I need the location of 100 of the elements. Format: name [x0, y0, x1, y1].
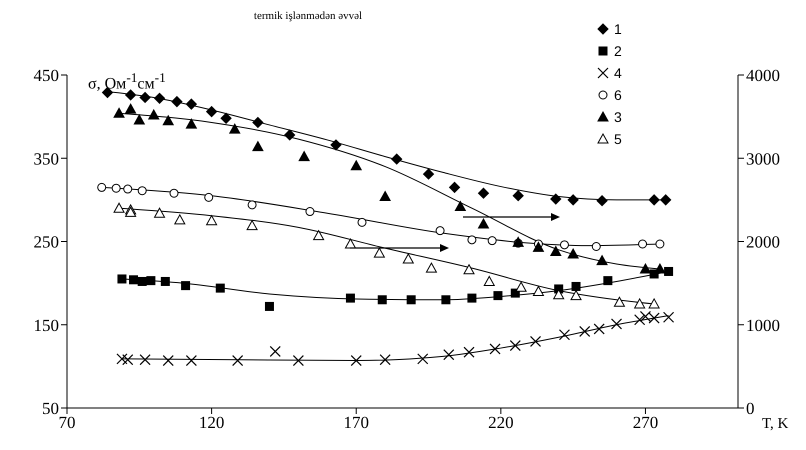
point: [216, 284, 225, 293]
point: [264, 302, 274, 311]
point: [572, 282, 581, 291]
point: [648, 298, 660, 308]
point: [146, 276, 156, 286]
point: [117, 274, 126, 284]
point: [186, 118, 197, 129]
point: [417, 353, 428, 364]
point: [380, 354, 391, 366]
point: [346, 294, 355, 303]
point: [116, 353, 128, 364]
point: [350, 160, 362, 170]
y2-tick-label: 2000: [746, 232, 780, 252]
point: [579, 326, 590, 338]
point: [313, 230, 324, 240]
point: [298, 151, 310, 162]
point: [232, 354, 244, 366]
point: [125, 89, 136, 100]
point: [426, 262, 437, 273]
point: [592, 242, 601, 251]
point: [220, 112, 232, 124]
x-axis-title: T, K: [762, 416, 788, 433]
y-axis-title: σ, Ом$^{-1}$см$^{-1}$: [88, 70, 166, 94]
point: [154, 208, 166, 218]
point: [270, 346, 281, 357]
point: [140, 92, 151, 103]
point: [436, 226, 445, 236]
point: [112, 184, 121, 193]
point: [252, 116, 264, 128]
point: [114, 202, 125, 213]
point: [380, 191, 391, 202]
y-tick-label: 350: [34, 149, 59, 168]
point: [660, 194, 672, 206]
point: [558, 329, 570, 340]
point: [162, 115, 174, 126]
point: [638, 239, 648, 248]
x-tick-label: 170: [343, 413, 369, 432]
point: [114, 108, 125, 118]
point: [664, 266, 674, 276]
legend-label: 1: [614, 21, 622, 37]
y2-tick-label: 3000: [746, 149, 780, 168]
point: [610, 318, 622, 330]
point: [464, 264, 475, 274]
y2-tick-label: 4000: [746, 66, 780, 86]
point: [305, 207, 314, 216]
point: [449, 182, 460, 193]
point: [634, 298, 646, 308]
point: [488, 236, 497, 246]
point: [467, 235, 476, 244]
point: [454, 201, 466, 212]
point: [463, 346, 475, 358]
y-tick-label: 50: [42, 399, 59, 418]
point: [478, 188, 489, 199]
point: [478, 218, 489, 229]
legend-label: 4: [614, 65, 622, 81]
point: [614, 296, 625, 307]
point: [402, 253, 414, 264]
point: [553, 289, 564, 300]
point: [655, 239, 664, 248]
point: [129, 275, 138, 284]
point: [648, 194, 660, 206]
chart-title: termik işlənmədən əvvəl: [252, 10, 364, 22]
x-tick-label: 220: [488, 413, 514, 432]
point: [344, 238, 356, 248]
point: [640, 263, 651, 274]
point: [423, 168, 434, 180]
point: [662, 312, 674, 323]
point: [594, 323, 605, 335]
point: [154, 92, 166, 104]
point: [484, 276, 495, 286]
point: [252, 141, 264, 152]
point: [186, 354, 197, 366]
point: [229, 124, 240, 134]
point: [532, 286, 544, 296]
x-tick-label: 70: [58, 413, 76, 432]
x-tick-label: 270: [632, 413, 658, 432]
point: [550, 246, 562, 256]
point: [122, 354, 134, 366]
point: [358, 218, 367, 227]
point: [292, 354, 304, 366]
point: [391, 154, 402, 165]
point: [134, 114, 145, 124]
point: [206, 215, 218, 226]
point: [512, 190, 524, 202]
point: [170, 188, 179, 198]
y-tick-label: 450: [34, 66, 59, 86]
point: [206, 106, 218, 118]
point: [493, 291, 502, 300]
point: [603, 276, 612, 286]
point: [596, 255, 608, 266]
point: [97, 182, 106, 192]
y-tick-label: 150: [34, 316, 59, 335]
y2-tick-label: 0: [746, 399, 754, 418]
point: [560, 240, 569, 250]
legend-label: 3: [614, 109, 622, 125]
point: [162, 354, 174, 366]
x-tick-label: 120: [198, 413, 224, 432]
point: [246, 220, 258, 230]
point: [550, 194, 562, 205]
legend-label: 5: [614, 131, 622, 147]
